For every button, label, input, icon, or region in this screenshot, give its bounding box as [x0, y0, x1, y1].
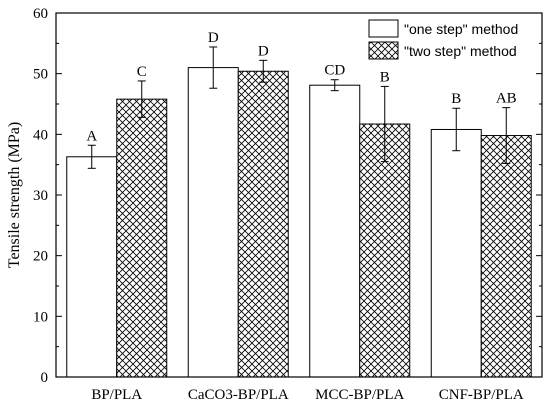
x-tick-label: CNF-BP/PLA: [439, 387, 524, 403]
x-tick-label: MCC-BP/PLA: [315, 387, 404, 403]
bar: [116, 98, 168, 378]
y-tick-label: 40: [33, 127, 48, 143]
significance-label: C: [137, 64, 147, 80]
legend: "one step" method "two step" method: [368, 19, 518, 60]
bar: [66, 156, 118, 378]
legend-swatch-one-step: [368, 19, 399, 38]
significance-label: AB: [496, 91, 517, 107]
significance-label: D: [258, 43, 269, 59]
x-tick-label: BP/PLA: [91, 387, 142, 403]
y-tick-label: 30: [33, 188, 48, 204]
legend-swatch-two-step: [368, 41, 399, 60]
y-tick-label: 0: [41, 370, 49, 386]
significance-label: A: [86, 128, 97, 144]
significance-label: D: [208, 30, 219, 46]
legend-label-two-step: "two step" method: [404, 43, 517, 59]
y-axis-label: Tensile strength (MPa): [6, 122, 23, 268]
y-axis: 0 10 20 30 40 50 60: [33, 6, 542, 386]
significance-label: CD: [324, 63, 345, 79]
y-tick-label: 60: [33, 6, 48, 22]
y-tick-label: 10: [33, 309, 48, 325]
legend-label-one-step: "one step" method: [404, 21, 518, 37]
bar: [359, 123, 411, 378]
x-axis: BP/PLA CaCO3-BP/PLA MCC-BP/PLA CNF-BP/PLA: [91, 371, 524, 403]
bar: [187, 67, 239, 378]
bar: [480, 135, 532, 378]
bar: [237, 70, 289, 378]
y-tick-label: 20: [33, 249, 48, 265]
bar: [309, 84, 361, 378]
y-tick-label: 50: [33, 67, 48, 83]
significance-label: B: [380, 69, 390, 85]
significance-label: B: [451, 91, 461, 107]
bar: [430, 128, 482, 378]
x-tick-label: CaCO3-BP/PLA: [188, 387, 289, 403]
